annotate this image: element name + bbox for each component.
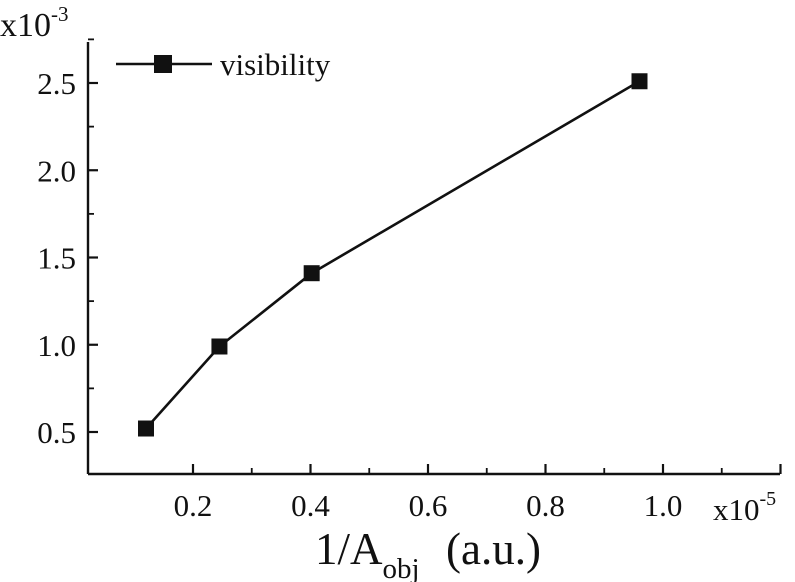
x-axis-multiplier-base: x10 [713,492,760,527]
data-point-visibility [138,420,154,437]
y-tick-label: 1.5 [37,241,76,276]
y-tick-label: 2.0 [37,153,76,188]
x-tick-label: 0.2 [174,488,213,523]
y-ticks: 0.5 1.0 1.5 2.0 2.5 [37,38,98,450]
axes: 0.5 1.0 1.5 2.0 2.5 0.2 0.4 0.6 0.8 1.0 [37,38,782,523]
x-axis-title-main: 1/A [315,524,383,574]
x-tick-label: 0.6 [409,488,448,523]
x-axis-title: 1/Aobj (a.u.) [315,524,541,582]
y-axis-multiplier-base: x10 [0,7,51,44]
y-tick-label: 2.5 [37,66,76,101]
x-tick-label: 0.4 [291,488,330,523]
data-point-visibility [303,265,320,282]
x-axis-title-unit: (a.u.) [446,524,541,574]
y-tick-label: 0.5 [37,415,76,450]
legend-label-visibility: visibility [220,47,331,82]
x-axis-title-subscript: obj [383,553,420,582]
y-tick-label: 1.0 [37,328,76,363]
data-point-visibility [631,73,648,90]
x-axis-multiplier-exponent: -5 [760,488,777,510]
legend: visibility [116,47,331,82]
x-axis-multiplier: x10-5 [713,488,776,527]
y-axis-multiplier-exponent: -3 [51,2,69,26]
plot-layer [138,73,648,437]
series-line-visibility [145,80,641,430]
data-point-visibility [211,338,228,355]
x-tick-label: 0.8 [526,488,565,523]
legend-marker-square [154,55,172,73]
y-axis-multiplier: x10-3 [0,2,69,44]
x-tick-label: 1.0 [644,488,683,523]
x-ticks: 0.2 0.4 0.6 0.8 1.0 [174,464,782,523]
